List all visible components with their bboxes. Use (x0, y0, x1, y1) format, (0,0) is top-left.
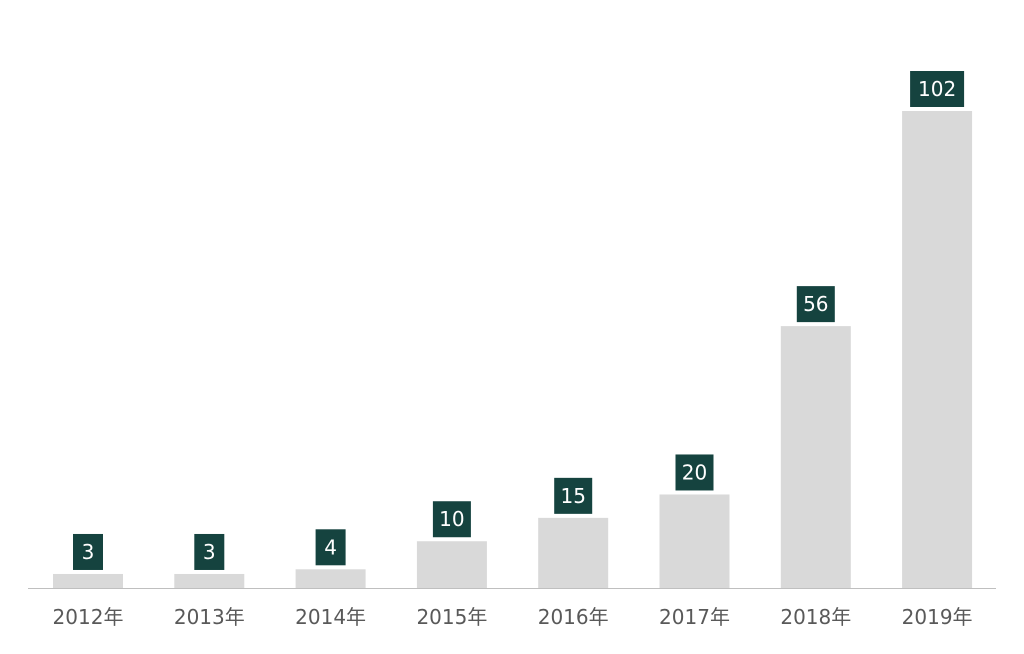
data-label-2014年: 4 (315, 529, 346, 566)
data-label-2018年: 56 (796, 286, 835, 323)
data-label-box (194, 533, 225, 570)
data-label-2015年: 10 (432, 501, 471, 538)
data-label-value: 3 (203, 540, 216, 564)
bar-2012年 (53, 573, 123, 588)
bar-2018年 (780, 326, 851, 588)
data-label-value: 15 (560, 484, 585, 508)
bar-2015年 (416, 541, 487, 588)
data-label-2017年: 20 (675, 454, 714, 491)
data-label-2013年: 3 (194, 533, 225, 570)
data-label-value: 3 (82, 540, 95, 564)
x-tick-label: 2015年 (416, 605, 487, 629)
data-labels-layer: 3 3 4 10 15 20 56 102 (73, 71, 965, 570)
x-tick-label: 2016年 (538, 605, 609, 629)
bar-2016年 (538, 517, 609, 588)
bar-2013年 (174, 573, 245, 588)
x-tick-label: 2019年 (902, 605, 973, 629)
data-label-box (796, 286, 835, 323)
data-label-value: 102 (918, 77, 956, 101)
data-label-value: 10 (439, 507, 464, 531)
bar-2017年 (659, 494, 730, 588)
data-label-box (432, 501, 471, 538)
x-tick-label: 2013年 (174, 605, 245, 629)
bar-2014年 (295, 569, 366, 588)
x-tick-label: 2012年 (53, 605, 124, 629)
data-label-box (675, 454, 714, 491)
x-tick-label: 2014年 (295, 605, 366, 629)
data-label-2019年: 102 (910, 71, 965, 107)
data-label-box (554, 477, 593, 514)
x-tick-label: 2018年 (780, 605, 851, 629)
data-label-box (315, 529, 346, 566)
data-label-box (910, 71, 965, 107)
data-label-box (73, 533, 103, 570)
data-label-value: 56 (803, 292, 828, 316)
data-label-value: 4 (324, 535, 337, 559)
bar-2019年 (902, 111, 973, 588)
x-tick-labels-layer: 2012年 2013年 2014年 2015年 2016年 2017年 2018年 2019年 (53, 605, 973, 629)
data-label-2016年: 15 (554, 477, 593, 514)
bars-layer (53, 111, 973, 588)
data-label-value: 20 (682, 460, 707, 484)
data-label-2012年: 3 (73, 533, 103, 570)
x-tick-label: 2017年 (659, 605, 730, 629)
